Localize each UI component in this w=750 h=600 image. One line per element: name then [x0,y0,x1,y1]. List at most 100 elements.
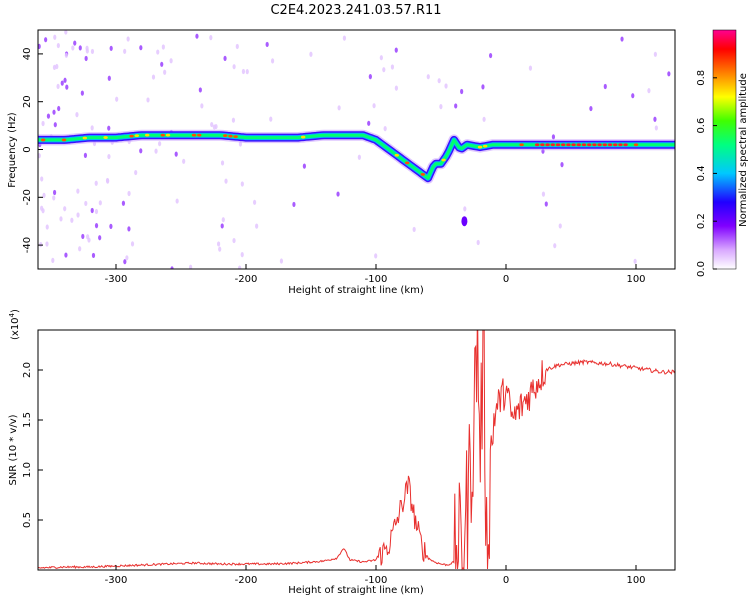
ridge-peak [223,134,228,138]
noise-speckle [121,200,126,206]
ridge-peak [519,143,524,147]
noise-speckle [146,97,150,103]
noise-speckle [90,207,94,214]
noise-speckle [64,52,68,58]
noise-speckle [463,206,467,212]
ridge-peak [587,143,592,147]
noise-speckle [75,112,79,118]
noise-speckle [302,163,306,169]
ridge-peak [623,143,628,147]
ridge-peak [545,143,550,147]
noise-speckle [603,83,607,90]
noise-speckle [53,34,57,40]
noise-speckle [42,192,46,198]
noise-speckle [309,51,313,57]
noise-speckle [551,134,556,140]
noise-speckle [224,178,228,184]
noise-speckle [56,83,60,90]
colorbar: 0.0 0.2 0.4 0.6 0.8 Normalized spectral ampl… [696,29,749,277]
noise-speckle [412,226,416,233]
spectrogram-marks [38,30,675,269]
noise-speckle [220,160,225,166]
x-tick-label: 0 [503,274,509,285]
y-tick-label: 0 [22,146,33,152]
colorbar-tick-label: 0.2 [696,213,707,229]
noise-speckle [76,188,80,194]
noise-speckle [94,223,99,229]
ridge-peak [561,143,566,147]
noise-speckle [154,148,158,154]
noise-speckle [85,48,89,54]
colorbar-tick-label: 0.8 [696,70,707,86]
noise-speckle [390,64,395,70]
noise-speckle [52,109,56,115]
noise-speckle [109,223,113,229]
snr-y-ticks: 0.5 1.0 1.5 2.0 [22,362,43,528]
noise-speckle [265,41,269,48]
y-tick-label: 1.5 [22,412,33,428]
noise-speckle [78,246,82,252]
ridge-peak [82,136,88,140]
noise-speckle [41,208,45,214]
ridge-peak [607,143,613,147]
noise-speckle [653,51,657,57]
noise-speckle [44,37,48,43]
noise-speckle [241,68,246,75]
colorbar-tick-label: 0.4 [696,165,707,181]
ridge-peak [228,134,233,138]
colorbar-tick-label: 0.0 [696,261,707,277]
noise-speckle [216,241,221,247]
snr-scale-label: (x104) [8,309,21,340]
ridge-peak [540,143,545,147]
noise-speckle [51,257,55,263]
noise-speckle [81,233,85,240]
noise-speckle [437,78,441,84]
noise-speckle [240,252,244,258]
noise-speckle [84,200,88,207]
x-tick-label: -200 [235,575,258,586]
noise-speckle [460,88,464,95]
spectrogram-x-label: Height of straight line (km) [288,285,424,296]
ridge-peak [597,143,602,147]
noise-speckle [63,77,67,83]
y-tick-label: -40 [22,237,33,253]
noise-speckle [78,45,82,51]
ridge-peak [477,145,483,149]
ridge-peak [301,135,306,139]
noise-speckle [87,237,91,243]
noise-speckle [620,36,624,42]
ridge-peak [633,143,639,147]
ridge-peak [134,134,139,138]
noise-speckle [52,195,56,201]
noise-speckle [94,180,98,186]
y-tick-label: 40 [22,48,33,61]
ridge-peak [576,143,581,147]
isolated-echo [461,216,468,227]
snr-plot-area [38,330,675,570]
noise-speckle [269,116,273,122]
snr-series-line [38,330,675,570]
ridge-peak [103,136,108,139]
noise-speckle [232,64,236,70]
noise-speckle [90,48,95,55]
noise-speckle [126,36,130,42]
noise-speckle [76,212,80,218]
noise-speckle [60,80,64,86]
noise-speckle [209,35,213,41]
noise-speckle [160,61,164,67]
noise-speckle [379,55,383,61]
noise-speckle [38,153,41,159]
noise-speckle [221,217,225,223]
ridge-peak [41,138,46,142]
snr-panel: -300 -200 -100 0 100 0.5 1.0 1.5 2.0 Height of … [8,309,676,596]
noise-speckle [541,191,546,197]
noise-speckle [489,52,493,59]
noise-speckle [198,87,202,93]
noise-speckle [482,116,486,122]
x-tick-label: -200 [235,274,258,285]
noise-speckle [107,125,111,131]
noise-speckle [238,141,243,147]
ridge-peak [581,143,587,147]
y-tick-label: 1.0 [22,462,33,478]
ridge-peak [165,133,171,137]
